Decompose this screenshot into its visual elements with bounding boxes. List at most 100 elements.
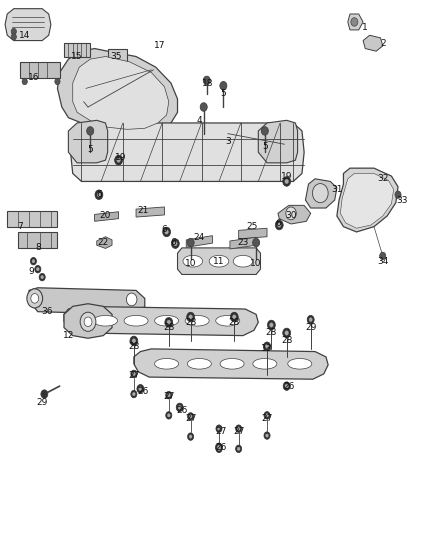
Polygon shape [337, 168, 398, 232]
Text: 10: 10 [251, 260, 262, 268]
Circle shape [266, 414, 268, 417]
Circle shape [380, 252, 386, 260]
Circle shape [132, 339, 136, 343]
Circle shape [265, 344, 268, 348]
Circle shape [27, 289, 42, 308]
Text: 5: 5 [220, 89, 226, 98]
Text: 1: 1 [362, 23, 368, 32]
Circle shape [216, 445, 222, 453]
Ellipse shape [253, 359, 277, 369]
Polygon shape [57, 49, 177, 136]
Circle shape [187, 238, 194, 247]
Circle shape [351, 18, 358, 26]
Text: 29: 29 [36, 398, 48, 407]
Polygon shape [64, 304, 112, 338]
Text: 27: 27 [261, 414, 273, 423]
Circle shape [167, 393, 170, 397]
Ellipse shape [185, 316, 209, 326]
Polygon shape [18, 232, 57, 248]
Text: 5: 5 [87, 145, 93, 154]
Circle shape [395, 191, 401, 198]
Polygon shape [136, 207, 164, 217]
Polygon shape [97, 237, 112, 248]
Polygon shape [230, 237, 256, 249]
Polygon shape [20, 62, 60, 78]
Circle shape [11, 34, 16, 40]
Circle shape [230, 312, 238, 322]
Circle shape [162, 227, 170, 237]
Ellipse shape [155, 316, 179, 326]
Text: 36: 36 [41, 307, 52, 316]
Text: 31: 31 [331, 185, 343, 194]
Text: 28: 28 [266, 328, 277, 337]
Ellipse shape [209, 255, 229, 267]
Circle shape [187, 413, 194, 420]
Circle shape [87, 127, 94, 135]
Text: 13: 13 [261, 344, 273, 353]
Text: 10: 10 [185, 260, 196, 268]
Ellipse shape [233, 255, 253, 267]
Ellipse shape [187, 359, 212, 369]
Text: 11: 11 [213, 257, 225, 265]
Circle shape [200, 103, 207, 111]
Circle shape [285, 179, 289, 183]
Ellipse shape [220, 359, 244, 369]
Circle shape [132, 392, 135, 396]
Circle shape [39, 273, 45, 281]
Circle shape [165, 230, 168, 234]
Polygon shape [108, 49, 127, 64]
Polygon shape [7, 211, 57, 227]
Text: 19: 19 [281, 172, 293, 181]
Text: 3: 3 [225, 137, 231, 146]
Text: 6: 6 [96, 190, 102, 199]
Text: 26: 26 [215, 443, 227, 452]
Text: 17: 17 [154, 42, 166, 51]
Circle shape [178, 406, 181, 409]
Polygon shape [363, 35, 383, 51]
Circle shape [266, 434, 268, 437]
Text: 5: 5 [262, 142, 268, 151]
Circle shape [131, 370, 137, 377]
Circle shape [189, 315, 192, 319]
Circle shape [189, 415, 192, 418]
Text: 19: 19 [115, 153, 127, 162]
Text: 27: 27 [185, 414, 196, 423]
Circle shape [84, 317, 92, 327]
Polygon shape [5, 9, 51, 41]
Text: 9: 9 [28, 268, 34, 276]
Circle shape [264, 432, 270, 439]
Circle shape [286, 207, 296, 220]
Text: 2: 2 [380, 39, 385, 48]
Circle shape [189, 435, 192, 438]
Circle shape [237, 427, 240, 430]
Text: 30: 30 [285, 212, 297, 221]
Circle shape [253, 238, 260, 247]
Ellipse shape [288, 359, 312, 369]
Text: 26: 26 [283, 382, 294, 391]
Polygon shape [134, 349, 328, 379]
Text: 22: 22 [98, 238, 109, 247]
Polygon shape [239, 228, 267, 239]
Polygon shape [68, 120, 108, 163]
Polygon shape [73, 56, 169, 130]
Text: 16: 16 [28, 73, 39, 82]
Ellipse shape [155, 359, 179, 369]
Text: 15: 15 [71, 52, 83, 61]
Circle shape [312, 183, 328, 203]
Circle shape [127, 293, 137, 306]
Circle shape [176, 403, 183, 411]
Text: 20: 20 [100, 212, 111, 221]
Circle shape [236, 425, 242, 432]
Text: 14: 14 [19, 31, 30, 40]
Circle shape [283, 382, 290, 390]
Circle shape [283, 176, 290, 186]
Circle shape [171, 239, 179, 248]
Circle shape [268, 320, 276, 330]
Text: 32: 32 [377, 174, 389, 183]
Circle shape [236, 445, 242, 453]
Circle shape [233, 315, 236, 319]
Polygon shape [348, 14, 363, 30]
Circle shape [55, 78, 60, 85]
Circle shape [187, 433, 194, 440]
Text: 28: 28 [128, 342, 140, 351]
